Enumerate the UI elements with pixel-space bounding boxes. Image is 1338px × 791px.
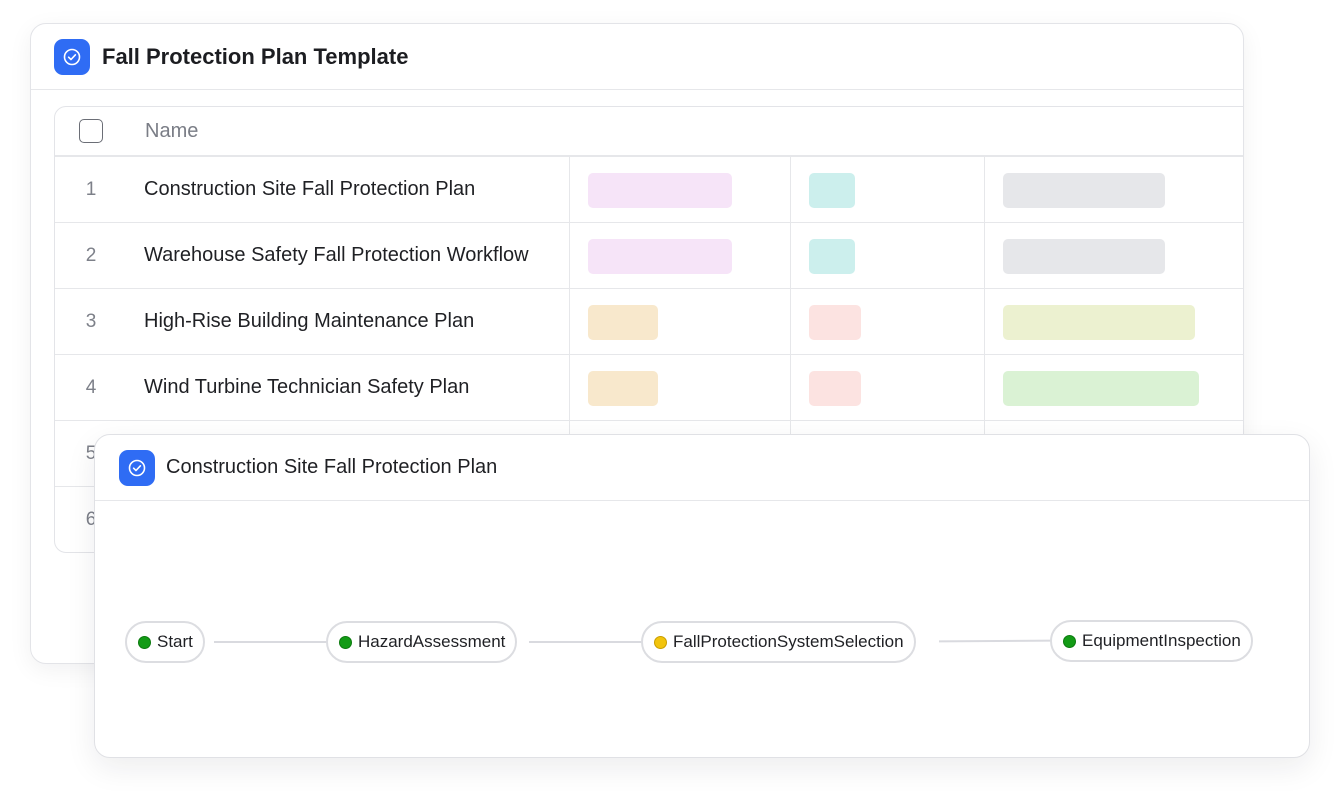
column-divider <box>790 223 791 288</box>
tag-placeholder <box>588 239 732 274</box>
workflow-panel-header: Construction Site Fall Protection Plan <box>95 435 1309 501</box>
row-number: 5 <box>85 442 97 464</box>
workflow-title: Construction Site Fall Protection Plan <box>166 456 498 478</box>
tag-placeholder <box>809 239 855 274</box>
column-divider <box>569 289 570 354</box>
tag-placeholder <box>1003 305 1195 340</box>
table-row[interactable]: 4 Wind Turbine Technician Safety Plan <box>55 355 1243 421</box>
status-dot-icon <box>138 635 151 649</box>
tag-placeholder <box>1003 239 1165 274</box>
template-panel-header: Fall Protection Plan Template <box>31 24 1243 90</box>
column-divider <box>569 223 570 288</box>
row-number: 1 <box>85 178 97 200</box>
workflow-node-hazard-assessment[interactable]: HazardAssessment <box>326 621 518 663</box>
status-dot-icon <box>654 635 667 649</box>
node-label: Start <box>157 632 193 651</box>
workflow-edge <box>214 641 328 643</box>
page-title: Fall Protection Plan Template <box>102 43 409 69</box>
status-dot-icon <box>339 635 352 649</box>
column-divider <box>569 157 570 222</box>
column-divider <box>790 355 791 420</box>
tag-placeholder <box>809 173 855 208</box>
tag-placeholder <box>809 371 861 406</box>
row-number: 6 <box>85 508 97 530</box>
workflow-node-fall-protection-system-selection[interactable]: FallProtectionSystemSelection <box>641 621 916 663</box>
row-name[interactable]: Wind Turbine Technician Safety Plan <box>144 376 470 398</box>
tag-placeholder <box>588 371 658 406</box>
row-number: 4 <box>85 376 97 398</box>
workflow-node-start[interactable]: Start <box>125 621 205 663</box>
column-header-name[interactable]: Name <box>145 119 199 142</box>
table-row[interactable]: 6 <box>55 487 1243 552</box>
table-row[interactable]: 3 High-Rise Building Maintenance Plan <box>55 289 1243 355</box>
column-divider <box>569 355 570 420</box>
tag-placeholder <box>1003 173 1165 208</box>
row-name[interactable]: Warehouse Safety Fall Protection Workflo… <box>144 244 529 266</box>
workflow-edge <box>529 641 643 643</box>
row-name[interactable]: High-Rise Building Maintenance Plan <box>144 310 475 332</box>
node-label: HazardAssessment <box>358 632 506 651</box>
row-number: 2 <box>85 244 97 266</box>
tag-placeholder <box>588 173 732 208</box>
table-row[interactable]: 1 Construction Site Fall Protection Plan <box>55 157 1243 223</box>
row-name[interactable]: Construction Site Fall Protection Plan <box>144 178 476 200</box>
table-header: Name <box>55 107 1243 157</box>
workflow-panel: Construction Site Fall Protection Plan S… <box>94 434 1310 758</box>
tag-placeholder <box>588 305 658 340</box>
workflow-diagram: Start HazardAssessment FallProtectionSys… <box>95 435 1309 757</box>
check-circle-icon <box>54 38 90 75</box>
column-divider <box>984 289 985 354</box>
node-label: EquipmentInspection <box>1082 631 1241 650</box>
column-divider <box>790 289 791 354</box>
tag-placeholder <box>809 305 861 340</box>
status-dot-icon <box>1063 634 1076 648</box>
row-number: 3 <box>85 310 97 332</box>
workflow-edge <box>938 639 1054 643</box>
column-divider <box>984 157 985 222</box>
column-divider <box>984 355 985 420</box>
tag-placeholder <box>1003 371 1199 406</box>
table-row[interactable]: 2 Warehouse Safety Fall Protection Workf… <box>55 223 1243 289</box>
workflow-node-equipment-inspection[interactable]: EquipmentInspection <box>1050 620 1253 662</box>
column-divider <box>984 223 985 288</box>
select-all-checkbox[interactable] <box>79 119 103 143</box>
column-divider <box>790 157 791 222</box>
check-circle-icon <box>119 449 155 486</box>
node-label: FallProtectionSystemSelection <box>673 632 904 651</box>
